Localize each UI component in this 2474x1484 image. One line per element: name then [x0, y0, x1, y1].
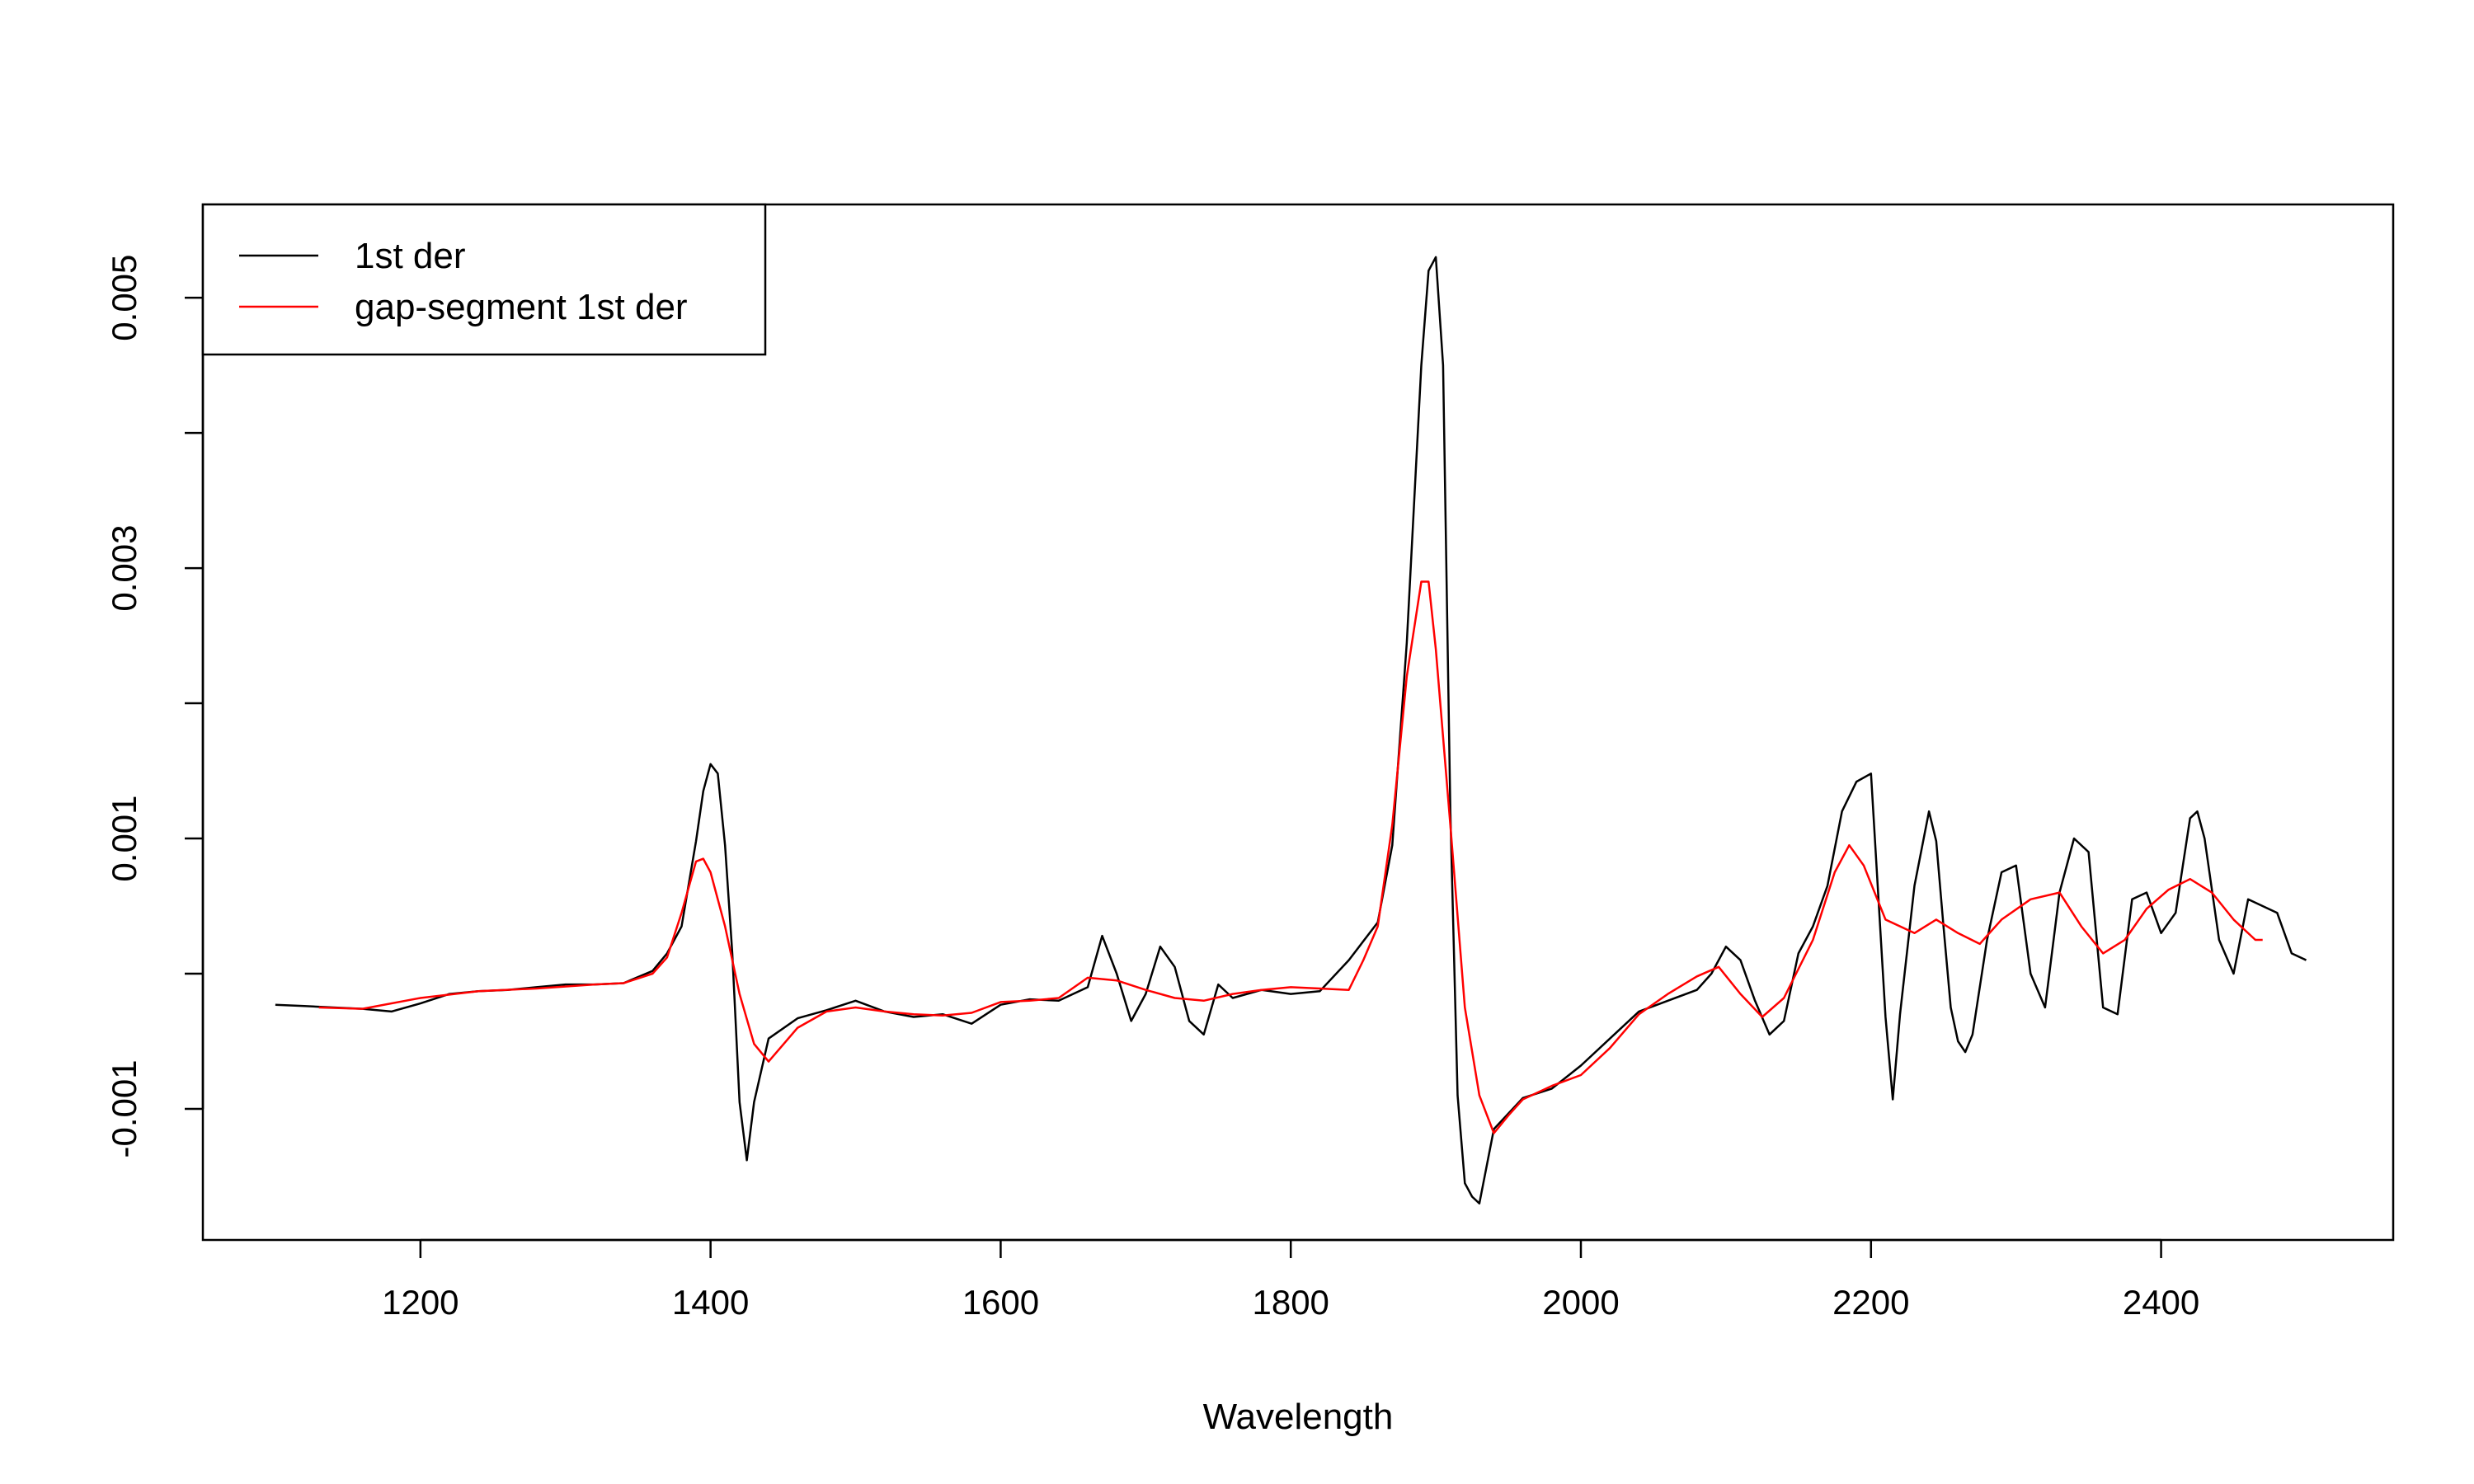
x-tick-label: 1200	[382, 1283, 459, 1322]
x-tick-label: 2000	[1542, 1283, 1619, 1322]
legend-label-1st-der: 1st der	[355, 236, 466, 276]
x-tick-label: 1400	[672, 1283, 749, 1322]
y-axis: -0.001 0.001 0.003 0.005	[105, 255, 205, 1158]
x-axis: 1200 1400 1600 1800 2000 2200 2400	[382, 1238, 2199, 1322]
y-tick-label: 0.003	[105, 525, 143, 612]
series-layer	[275, 256, 2307, 1205]
x-axis-title: Wavelength	[1203, 1397, 1394, 1437]
series-line-gap-segment-1st-der	[318, 580, 2263, 1134]
x-tick-label: 2200	[1832, 1283, 1909, 1322]
legend-box	[201, 203, 767, 356]
x-tick-label: 1600	[962, 1283, 1039, 1322]
y-tick-label: -0.001	[105, 1059, 143, 1158]
x-tick-label: 1800	[1252, 1283, 1329, 1322]
x-tick-label: 2400	[2123, 1283, 2199, 1322]
y-tick-label: 0.001	[105, 795, 143, 881]
legend-label-gap-segment-1st-der: gap-segment 1st der	[355, 287, 688, 327]
legend: 1st der gap-segment 1st der	[201, 203, 767, 356]
series-line-1st-der	[275, 256, 2307, 1205]
y-tick-label: 0.005	[105, 255, 143, 341]
